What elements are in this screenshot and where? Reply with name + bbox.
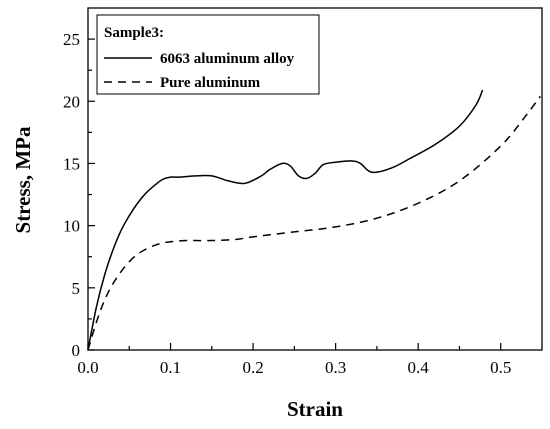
y-tick-label: 25 [63,30,80,49]
y-tick-label: 20 [63,92,80,111]
y-tick-label: 5 [72,279,81,298]
plot-frame [87,7,543,351]
x-axis-title: Strain [287,397,343,421]
legend: Sample3: 6063 aluminum alloy Pure alumin… [96,14,320,95]
legend-label-pure: Pure aluminum [160,75,261,91]
x-tick-label: 0.1 [160,358,181,377]
x-axis-ticks: 0.0 0.1 0.2 0.3 0.4 0.5 [77,343,511,377]
x-tick-label: 0.2 [242,358,263,377]
y-tick-label: 0 [72,341,81,360]
series-layer [87,89,541,351]
legend-box [96,14,320,95]
series-line-pure-aluminum [87,95,541,351]
series-line-6063-alloy [87,89,484,351]
legend-label-alloy: 6063 aluminum alloy [160,51,295,67]
x-tick-label: 0.3 [325,358,346,377]
x-tick-label: 0.0 [77,358,98,377]
y-tick-label: 10 [63,217,80,236]
x-tick-label: 0.5 [490,358,511,377]
y-axis-ticks: 0 5 10 15 20 25 [63,30,95,360]
legend-title: Sample3: [104,25,164,41]
y-tick-label: 15 [63,154,80,173]
y-axis-title: Stress, MPa [11,126,35,233]
x-tick-label: 0.4 [408,358,430,377]
